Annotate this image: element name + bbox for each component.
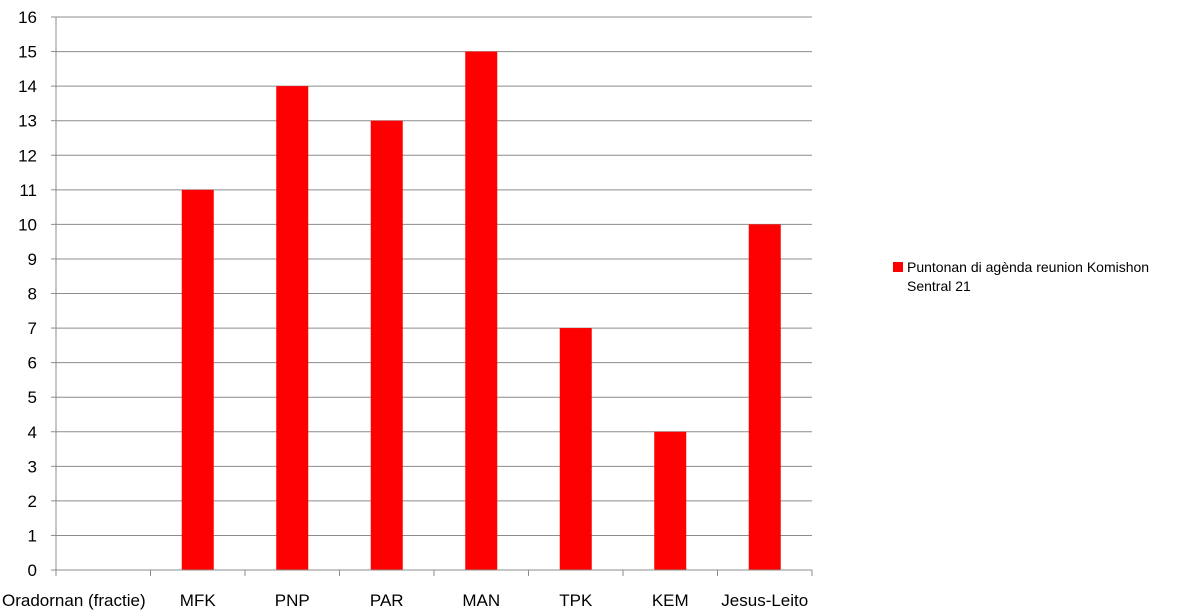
y-tick-label: 12 — [18, 146, 37, 165]
x-tick-label: MFK — [180, 591, 217, 610]
legend: Puntonan di agènda reunion Komishon Sent… — [893, 258, 1193, 296]
y-tick-label: 7 — [28, 319, 37, 338]
y-tick-label: 6 — [28, 354, 37, 373]
bar — [370, 120, 403, 570]
y-tick-label: 1 — [28, 526, 37, 545]
y-tick-label: 5 — [28, 388, 37, 407]
y-tick-label: 14 — [18, 77, 37, 96]
y-tick-label: 2 — [28, 492, 37, 511]
y-tick-label: 9 — [28, 250, 37, 269]
x-tick-label: PAR — [370, 591, 404, 610]
y-tick-label: 13 — [18, 112, 37, 131]
x-tick-label: PNP — [275, 591, 310, 610]
legend-swatch — [893, 262, 903, 272]
bar — [748, 224, 781, 570]
y-tick-label: 3 — [28, 457, 37, 476]
x-tick-label: Jesus-Leito — [721, 591, 808, 610]
x-tick-label: TPK — [559, 591, 593, 610]
legend-label: Puntonan di agènda reunion Komishon Sent… — [907, 259, 1150, 294]
y-tick-label: 10 — [18, 215, 37, 234]
y-tick-label: 8 — [28, 285, 37, 304]
x-tick-label: Oradornan (fractie) — [2, 591, 146, 610]
y-tick-label: 11 — [19, 181, 37, 200]
bar — [559, 328, 592, 570]
y-tick-label: 4 — [28, 423, 37, 442]
bar — [654, 431, 687, 570]
y-tick-label: 16 — [18, 8, 37, 27]
x-tick-label: KEM — [652, 591, 689, 610]
y-tick-label: 0 — [28, 561, 37, 580]
bar — [181, 189, 214, 570]
x-tick-label: MAN — [462, 591, 500, 610]
y-tick-label: 15 — [18, 43, 37, 62]
bar — [465, 51, 498, 570]
bar — [276, 86, 309, 570]
